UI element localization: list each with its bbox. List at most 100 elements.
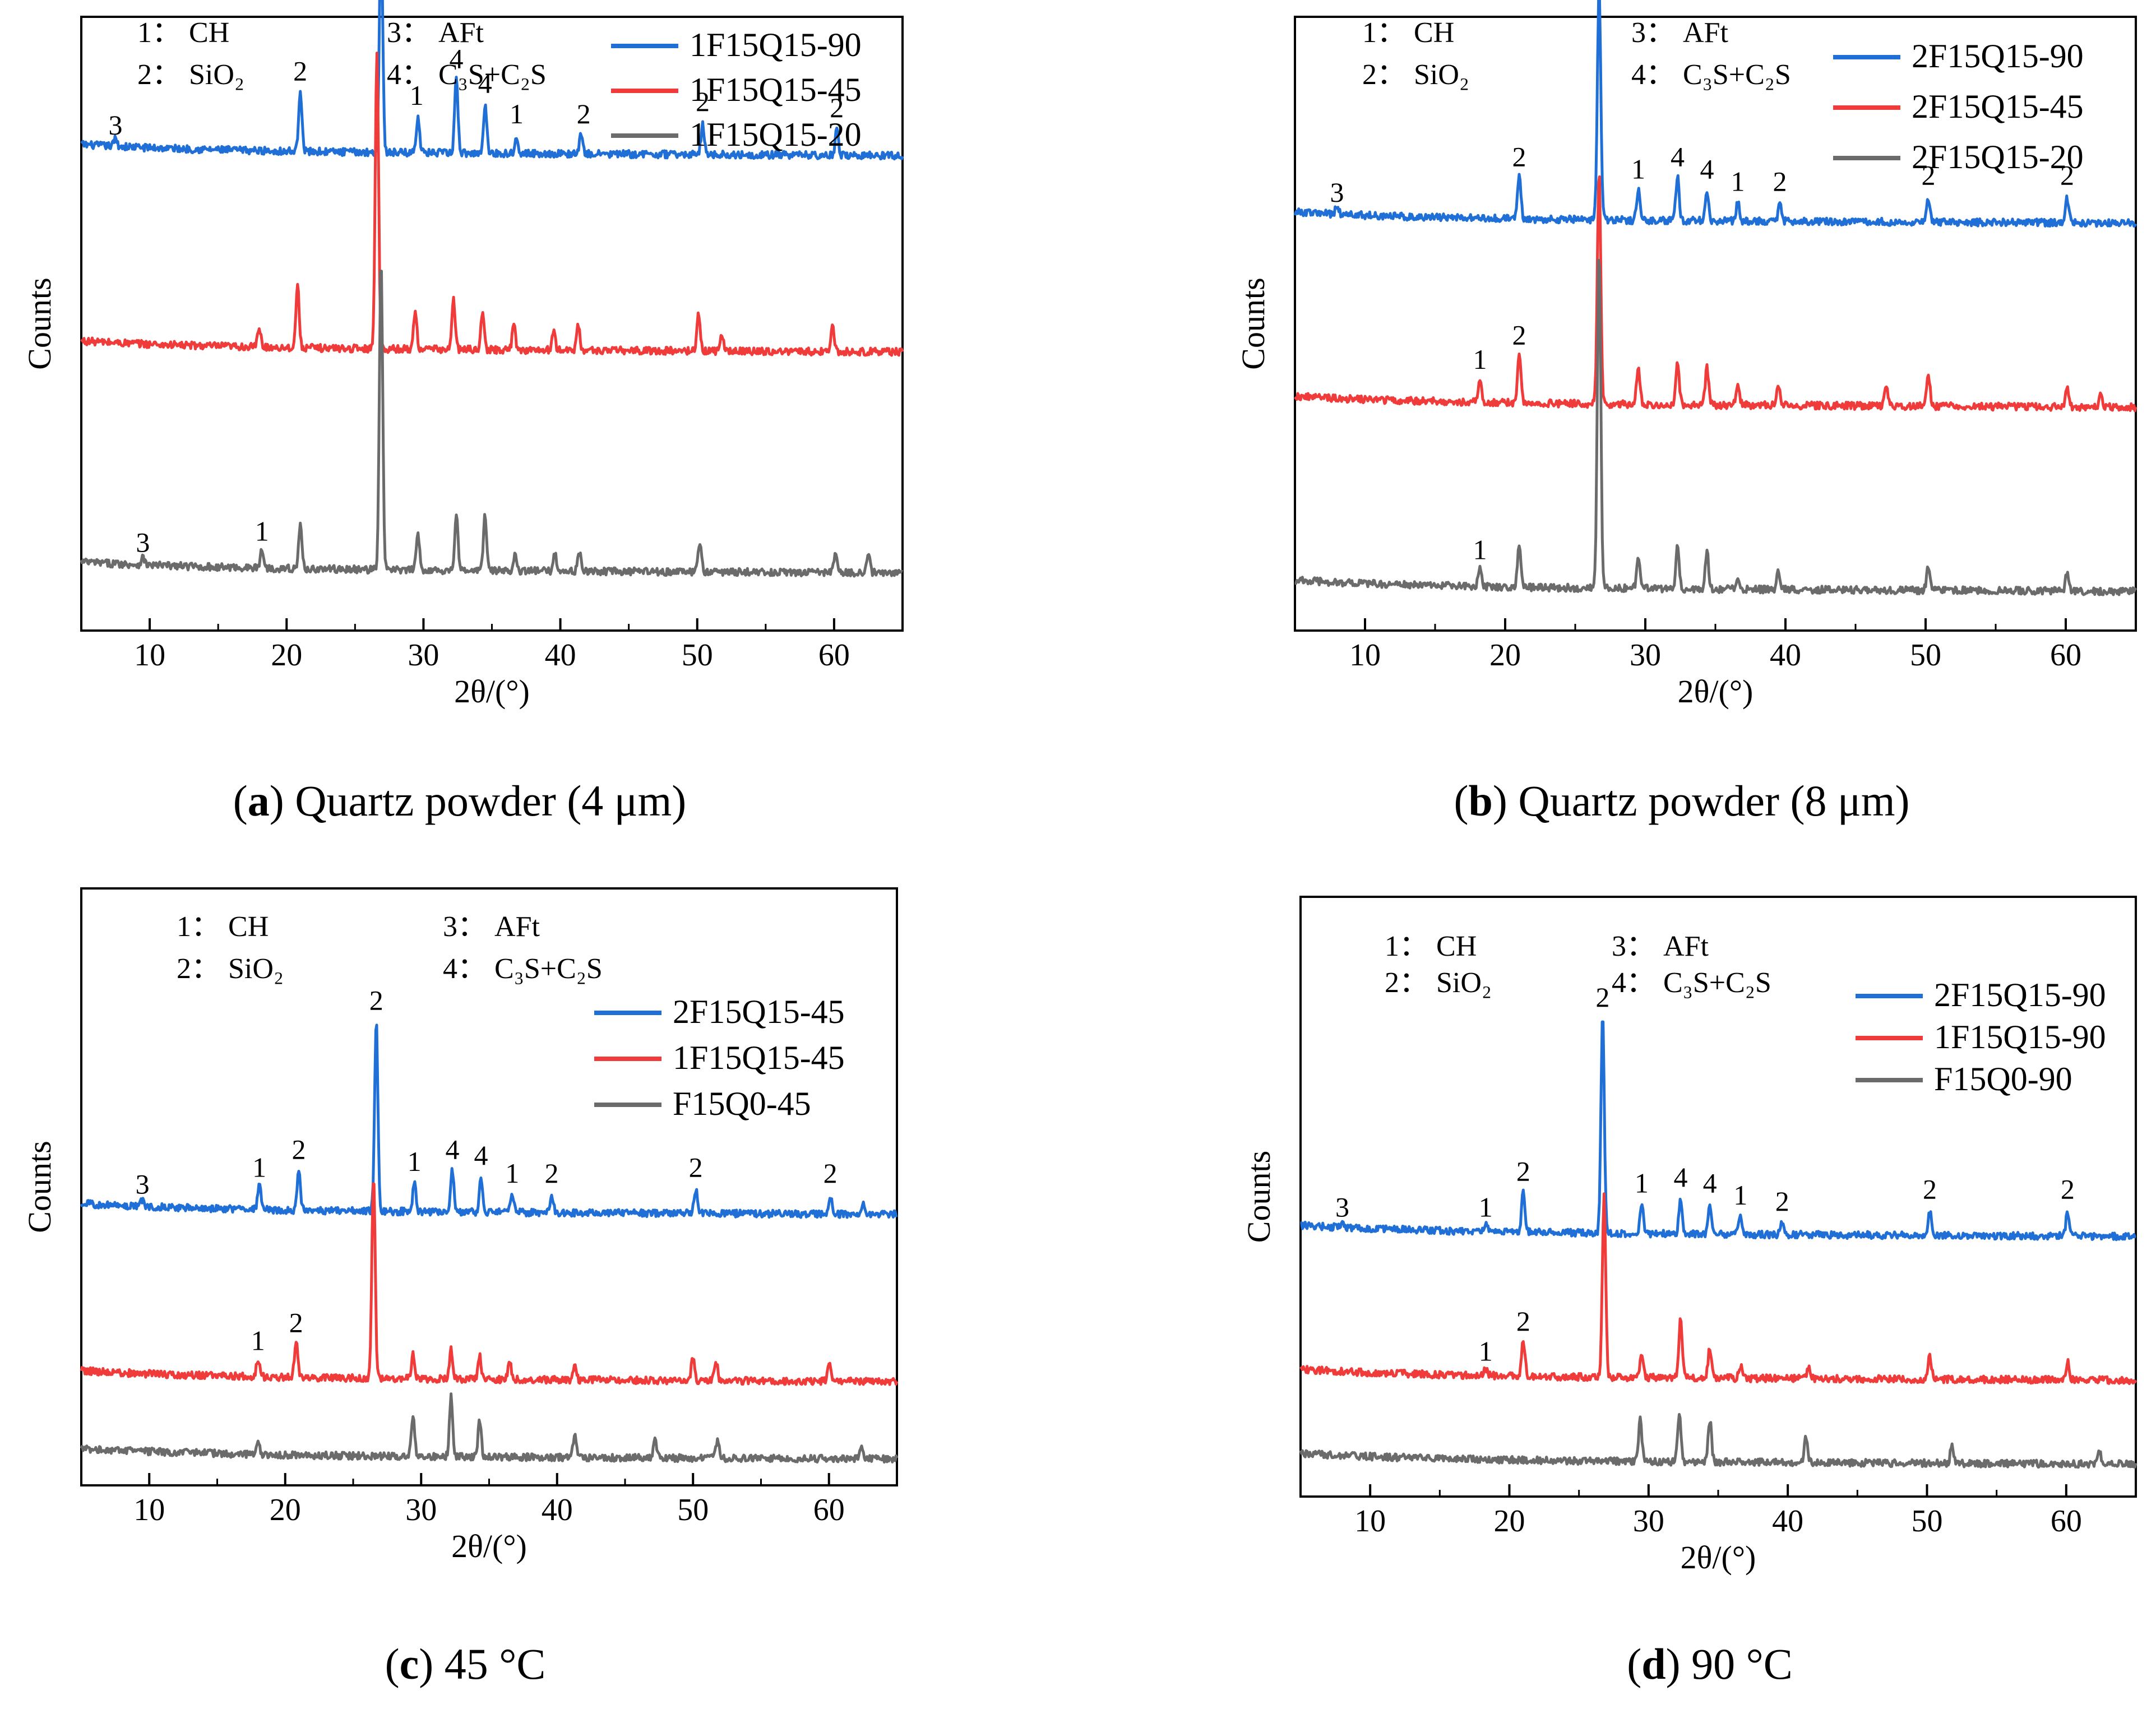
x-tick-label: 50 — [682, 638, 713, 673]
phase-key-entry: 1： CH — [1385, 930, 1477, 962]
x-tick-label: 10 — [1354, 1504, 1386, 1539]
subfigure-caption: (c) 45 °C — [385, 1639, 546, 1688]
x-tick-label: 50 — [1910, 638, 1941, 673]
series-line-1f15q15-45 — [80, 1182, 899, 1386]
legend-entry: 2F15Q15-90 — [1934, 976, 2106, 1013]
phase-key-entry: 3： AFt — [1631, 17, 1728, 49]
legend-entry: 1F15Q15-90 — [1934, 1018, 2106, 1055]
subfigure-caption: (d) 90 °C — [1627, 1639, 1793, 1688]
peak-label: 1 — [1731, 166, 1745, 197]
subfigure-a: 3221441222311020304050602θ/(°)Counts1：CH… — [21, 0, 904, 825]
phase-key-entry: 2： SiO₂ — [1385, 967, 1492, 999]
peak-label: 3 — [109, 109, 123, 141]
series-line-2f15q15-90 — [1293, 0, 2138, 228]
peak-label: 2 — [577, 98, 591, 129]
phase-key-entry: 4： C₃S+C₂S — [387, 59, 547, 91]
x-tick-label: 30 — [1633, 1504, 1664, 1539]
series-line-1f15q15-90 — [80, 0, 904, 161]
phase-key-entry: 4： C₃S+C₂S — [1631, 59, 1791, 91]
x-tick-label: 40 — [542, 1493, 573, 1527]
legend-entry: 1F15Q15-45 — [690, 71, 862, 108]
legend-entry: 2F15Q15-90 — [1912, 38, 2084, 75]
peak-label: 2 — [293, 55, 307, 86]
series-line-2f15q15-45 — [1293, 175, 2138, 413]
peak-label: 1 — [251, 1324, 265, 1356]
peak-label: 4 — [450, 43, 464, 75]
peak-label: 1 — [408, 1146, 422, 1177]
phase-key-entry: 3： AFt — [387, 17, 484, 49]
x-axis-title: 2θ/(°) — [1678, 673, 1754, 710]
y-axis-title: Counts — [1241, 1151, 1277, 1243]
x-tick-label: 50 — [677, 1493, 709, 1527]
series-line-1f15q15-45 — [80, 52, 904, 357]
x-tick-label: 10 — [133, 1493, 165, 1527]
legend-entry: 1F15Q15-45 — [673, 1039, 845, 1076]
peak-label: 2 — [292, 1134, 306, 1165]
legend-entry: 1F15Q15-20 — [690, 116, 862, 153]
y-axis-title: Counts — [21, 1141, 58, 1233]
x-tick-label: 20 — [270, 1493, 301, 1527]
peak-label: 4 — [474, 1140, 488, 1171]
plot-frame — [80, 16, 904, 632]
series-line-2f15q15-20 — [1294, 258, 2138, 596]
peak-label: 4 — [1673, 1161, 1687, 1193]
peak-label: 4 — [1703, 1168, 1717, 1199]
x-tick-label: 60 — [813, 1493, 845, 1527]
peak-label: 4 — [478, 67, 492, 99]
peak-label: 2 — [1923, 1173, 1937, 1205]
peak-label: 2 — [1516, 1305, 1530, 1337]
peak-label: 4 — [1700, 154, 1714, 185]
series-line-f15q0-45 — [80, 1392, 899, 1464]
peak-label: 1 — [410, 80, 424, 111]
peak-label: 2 — [1512, 319, 1526, 350]
x-tick-label: 10 — [1349, 638, 1381, 673]
peak-label: 1 — [1479, 1335, 1493, 1367]
peak-label: 2 — [823, 1157, 838, 1189]
peak-label: 2 — [2061, 1173, 2075, 1205]
x-tick-label: 30 — [405, 1493, 437, 1527]
series-line-2f15q15-90 — [1299, 1020, 2136, 1242]
x-tick-label: 50 — [1912, 1504, 1943, 1539]
peak-label: 1 — [1479, 1192, 1493, 1223]
peak-label: 2 — [1775, 1185, 1789, 1217]
phase-key-entry: 2： SiO₂ — [1362, 59, 1469, 91]
legend-entry: 1F15Q15-90 — [690, 26, 862, 63]
x-tick-label: 40 — [1770, 638, 1801, 673]
peak-label: 2 — [369, 984, 383, 1016]
peak-label: 1 — [1733, 1179, 1747, 1211]
x-tick-label: 40 — [1772, 1504, 1803, 1539]
peak-label: 3 — [136, 1168, 150, 1199]
x-tick-label: 60 — [2051, 1504, 2082, 1539]
peak-label: 3 — [136, 526, 150, 558]
peak-label: 2 — [545, 1157, 559, 1189]
legend-entry: F15Q0-90 — [1934, 1060, 2072, 1097]
phase-key-entry: 1： CH — [1362, 17, 1454, 49]
x-tick-label: 20 — [1494, 1504, 1525, 1539]
peak-label: 3 — [1335, 1192, 1349, 1223]
peak-label: 2 — [689, 1152, 703, 1183]
peak-label: 1 — [510, 98, 524, 129]
series-line-1f15q15-90 — [1299, 1192, 2138, 1386]
series-line-1f15q15-20 — [80, 270, 904, 578]
subfigure-caption: (b) Quartz powder (8 μm) — [1454, 776, 1910, 825]
peak-label: 1 — [255, 516, 269, 547]
phase-key-entry: 4： C₃S+C₂S — [443, 953, 603, 985]
x-tick-label: 30 — [408, 638, 439, 673]
legend-entry: 2F15Q15-20 — [1912, 138, 2084, 175]
peak-label: 1 — [1473, 534, 1487, 566]
peak-label: 1 — [1631, 154, 1645, 185]
phase-key-entry: 2： SiO₂ — [137, 59, 244, 91]
series-line-2f15q15-45 — [80, 1023, 898, 1219]
y-axis-title: Counts — [21, 277, 58, 369]
peak-label: 1 — [252, 1152, 266, 1183]
phase-key-entry: 2： SiO₂ — [177, 953, 284, 985]
series-line-f15q0-90 — [1299, 1412, 2138, 1469]
peak-label: 1 — [1635, 1168, 1649, 1199]
peak-label: 2 — [289, 1307, 303, 1338]
x-tick-label: 10 — [134, 638, 165, 673]
y-axis-title: Counts — [1235, 277, 1271, 369]
peak-label: 4 — [1671, 141, 1685, 173]
phase-key-entry: 3： AFt — [443, 911, 540, 943]
